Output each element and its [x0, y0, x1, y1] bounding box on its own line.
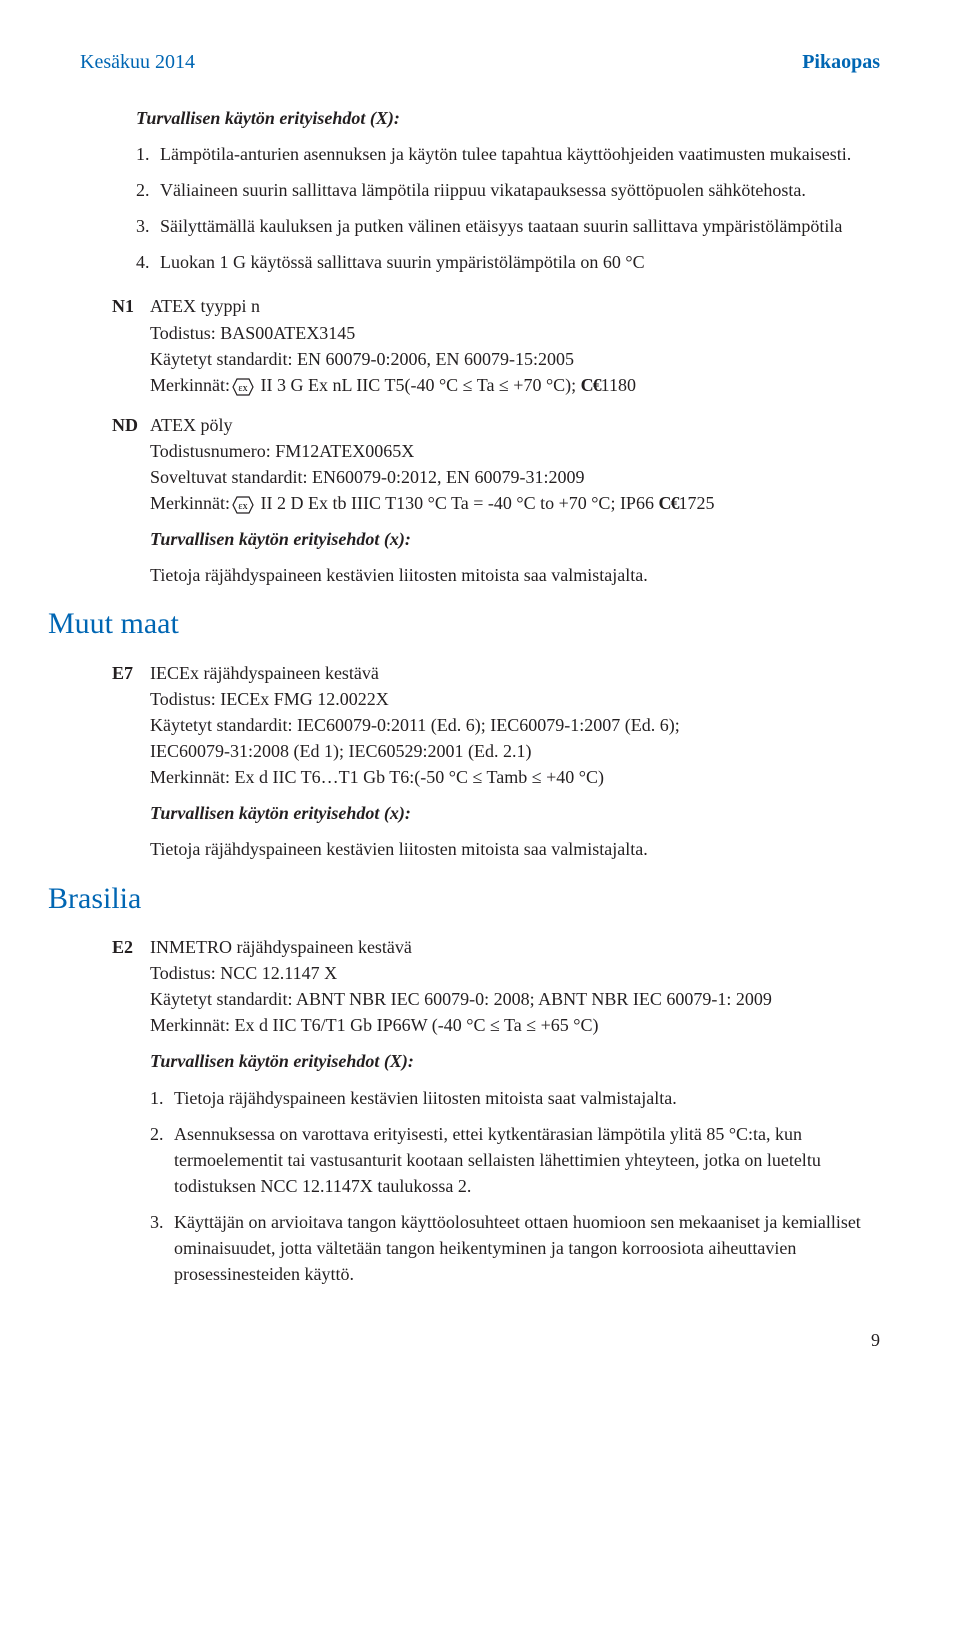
cert-e7: E7 IECEx räjähdyspaineen kestävä Todistu…: [112, 660, 880, 863]
cert-title: ATEX pöly: [150, 412, 880, 438]
ce-mark-icon: C€: [581, 375, 601, 395]
markings-label: Merkinnät:: [150, 375, 230, 395]
ce-number: 1180: [601, 375, 636, 395]
section-muut-maat: Muut maat: [48, 602, 880, 646]
cert-markings: Merkinnät: εx II 3 G Ex nL IIC T5(-40 °C …: [150, 372, 880, 398]
list-item: 2. Väliaineen suurin sallittava lämpötil…: [136, 177, 880, 203]
cert-number: Todistus: BAS00ATEX3145: [150, 320, 880, 346]
markings-label: Merkinnät:: [150, 493, 230, 513]
cert-number: Todistus: IECEx FMG 12.0022X: [150, 686, 880, 712]
cert-nd: ND ATEX pöly Todistusnumero: FM12ATEX006…: [112, 412, 880, 589]
cert-code: N1: [112, 293, 150, 319]
cert-title: INMETRO räjähdyspaineen kestävä: [150, 934, 880, 960]
safety-conditions-heading: Turvallisen käytön erityisehdot (X):: [150, 1048, 880, 1074]
cert-title: IECEx räjähdyspaineen kestävä: [150, 660, 880, 686]
item-text: Lämpötila-anturien asennuksen ja käytön …: [160, 141, 880, 167]
item-text: Asennuksessa on varottava erityisesti, e…: [174, 1121, 880, 1199]
cert-code: ND: [112, 412, 150, 438]
item-number: 2.: [150, 1121, 174, 1199]
cert-markings: Merkinnät: εx II 2 D Ex tb IIIC T130 °C T…: [150, 490, 880, 516]
safety-conditions-heading: Turvallisen käytön erityisehdot (X):: [136, 105, 880, 131]
cert-standards: Käytetyt standardit: EN 60079-0:2006, EN…: [150, 346, 880, 372]
item-text: Luokan 1 G käytössä sallittava suurin ym…: [160, 249, 880, 275]
item-number: 1.: [136, 141, 160, 167]
safety-conditions-heading: Turvallisen käytön erityisehdot (x):: [150, 800, 880, 826]
cert-code: E2: [112, 934, 150, 960]
header-date: Kesäkuu 2014: [80, 48, 195, 77]
svg-text:εx: εx: [238, 501, 247, 512]
list-item: 3. Säilyttämällä kauluksen ja putken väl…: [136, 213, 880, 239]
item-text: Säilyttämällä kauluksen ja putken väline…: [160, 213, 880, 239]
info-text: Tietoja räjähdyspaineen kestävien liitos…: [150, 562, 880, 588]
cert-n1: N1 ATEX tyyppi n Todistus: BAS00ATEX3145…: [112, 293, 880, 397]
item-number: 3.: [136, 213, 160, 239]
section-brasilia: Brasilia: [48, 877, 880, 921]
ce-number: 1725: [678, 493, 714, 513]
item-text: Käyttäjän on arvioitava tangon käyttöolo…: [174, 1209, 880, 1287]
cert-standards-line2: IEC60079-31:2008 (Ed 1); IEC60529:2001 (…: [150, 738, 880, 764]
item-number: 2.: [136, 177, 160, 203]
cert-code: E7: [112, 660, 150, 686]
list-item: 4. Luokan 1 G käytössä sallittava suurin…: [136, 249, 880, 275]
list-item: 3. Käyttäjän on arvioitava tangon käyttö…: [150, 1209, 880, 1287]
cert-standards-line1: Käytetyt standardit: IEC60079-0:2011 (Ed…: [150, 712, 880, 738]
ex-hexagon-icon: εx: [232, 378, 254, 396]
markings-text: II 3 G Ex nL IIC T5(-40 °C ≤ Ta ≤ +70 °C…: [256, 375, 581, 395]
cert-markings: Merkinnät: Ex d IIC T6/T1 Gb IP66W (-40 …: [150, 1012, 880, 1038]
cert-title: ATEX tyyppi n: [150, 293, 880, 319]
list-item: 1. Tietoja räjähdyspaineen kestävien lii…: [150, 1085, 880, 1111]
cert-number: Todistus: NCC 12.1147 X: [150, 960, 880, 986]
svg-text:εx: εx: [238, 383, 247, 394]
cert-standards: Soveltuvat standardit: EN60079-0:2012, E…: [150, 464, 880, 490]
info-text: Tietoja räjähdyspaineen kestävien liitos…: [150, 836, 880, 862]
list-item: 2. Asennuksessa on varottava erityisesti…: [150, 1121, 880, 1199]
item-number: 4.: [136, 249, 160, 275]
page-number: 9: [80, 1327, 880, 1353]
safety-conditions-heading: Turvallisen käytön erityisehdot (x):: [150, 526, 880, 552]
markings-text: II 2 D Ex tb IIIC T130 °C Ta = -40 °C to…: [256, 493, 658, 513]
cert-number: Todistusnumero: FM12ATEX0065X: [150, 438, 880, 464]
cert-standards: Käytetyt standardit: ABNT NBR IEC 60079-…: [150, 986, 880, 1012]
ce-mark-icon: C€: [658, 493, 678, 513]
item-text: Väliaineen suurin sallittava lämpötila r…: [160, 177, 880, 203]
page-header: Kesäkuu 2014 Pikaopas: [80, 48, 880, 77]
cert-e2: E2 INMETRO räjähdyspaineen kestävä Todis…: [112, 934, 880, 1287]
header-title: Pikaopas: [802, 48, 880, 77]
cert-markings: Merkinnät: Ex d IIC T6…T1 Gb T6:(-50 °C …: [150, 764, 880, 790]
ex-hexagon-icon: εx: [232, 496, 254, 514]
conditions-list-top: 1. Lämpötila-anturien asennuksen ja käyt…: [136, 141, 880, 275]
item-number: 3.: [150, 1209, 174, 1287]
list-item: 1. Lämpötila-anturien asennuksen ja käyt…: [136, 141, 880, 167]
item-number: 1.: [150, 1085, 174, 1111]
item-text: Tietoja räjähdyspaineen kestävien liitos…: [174, 1085, 880, 1111]
